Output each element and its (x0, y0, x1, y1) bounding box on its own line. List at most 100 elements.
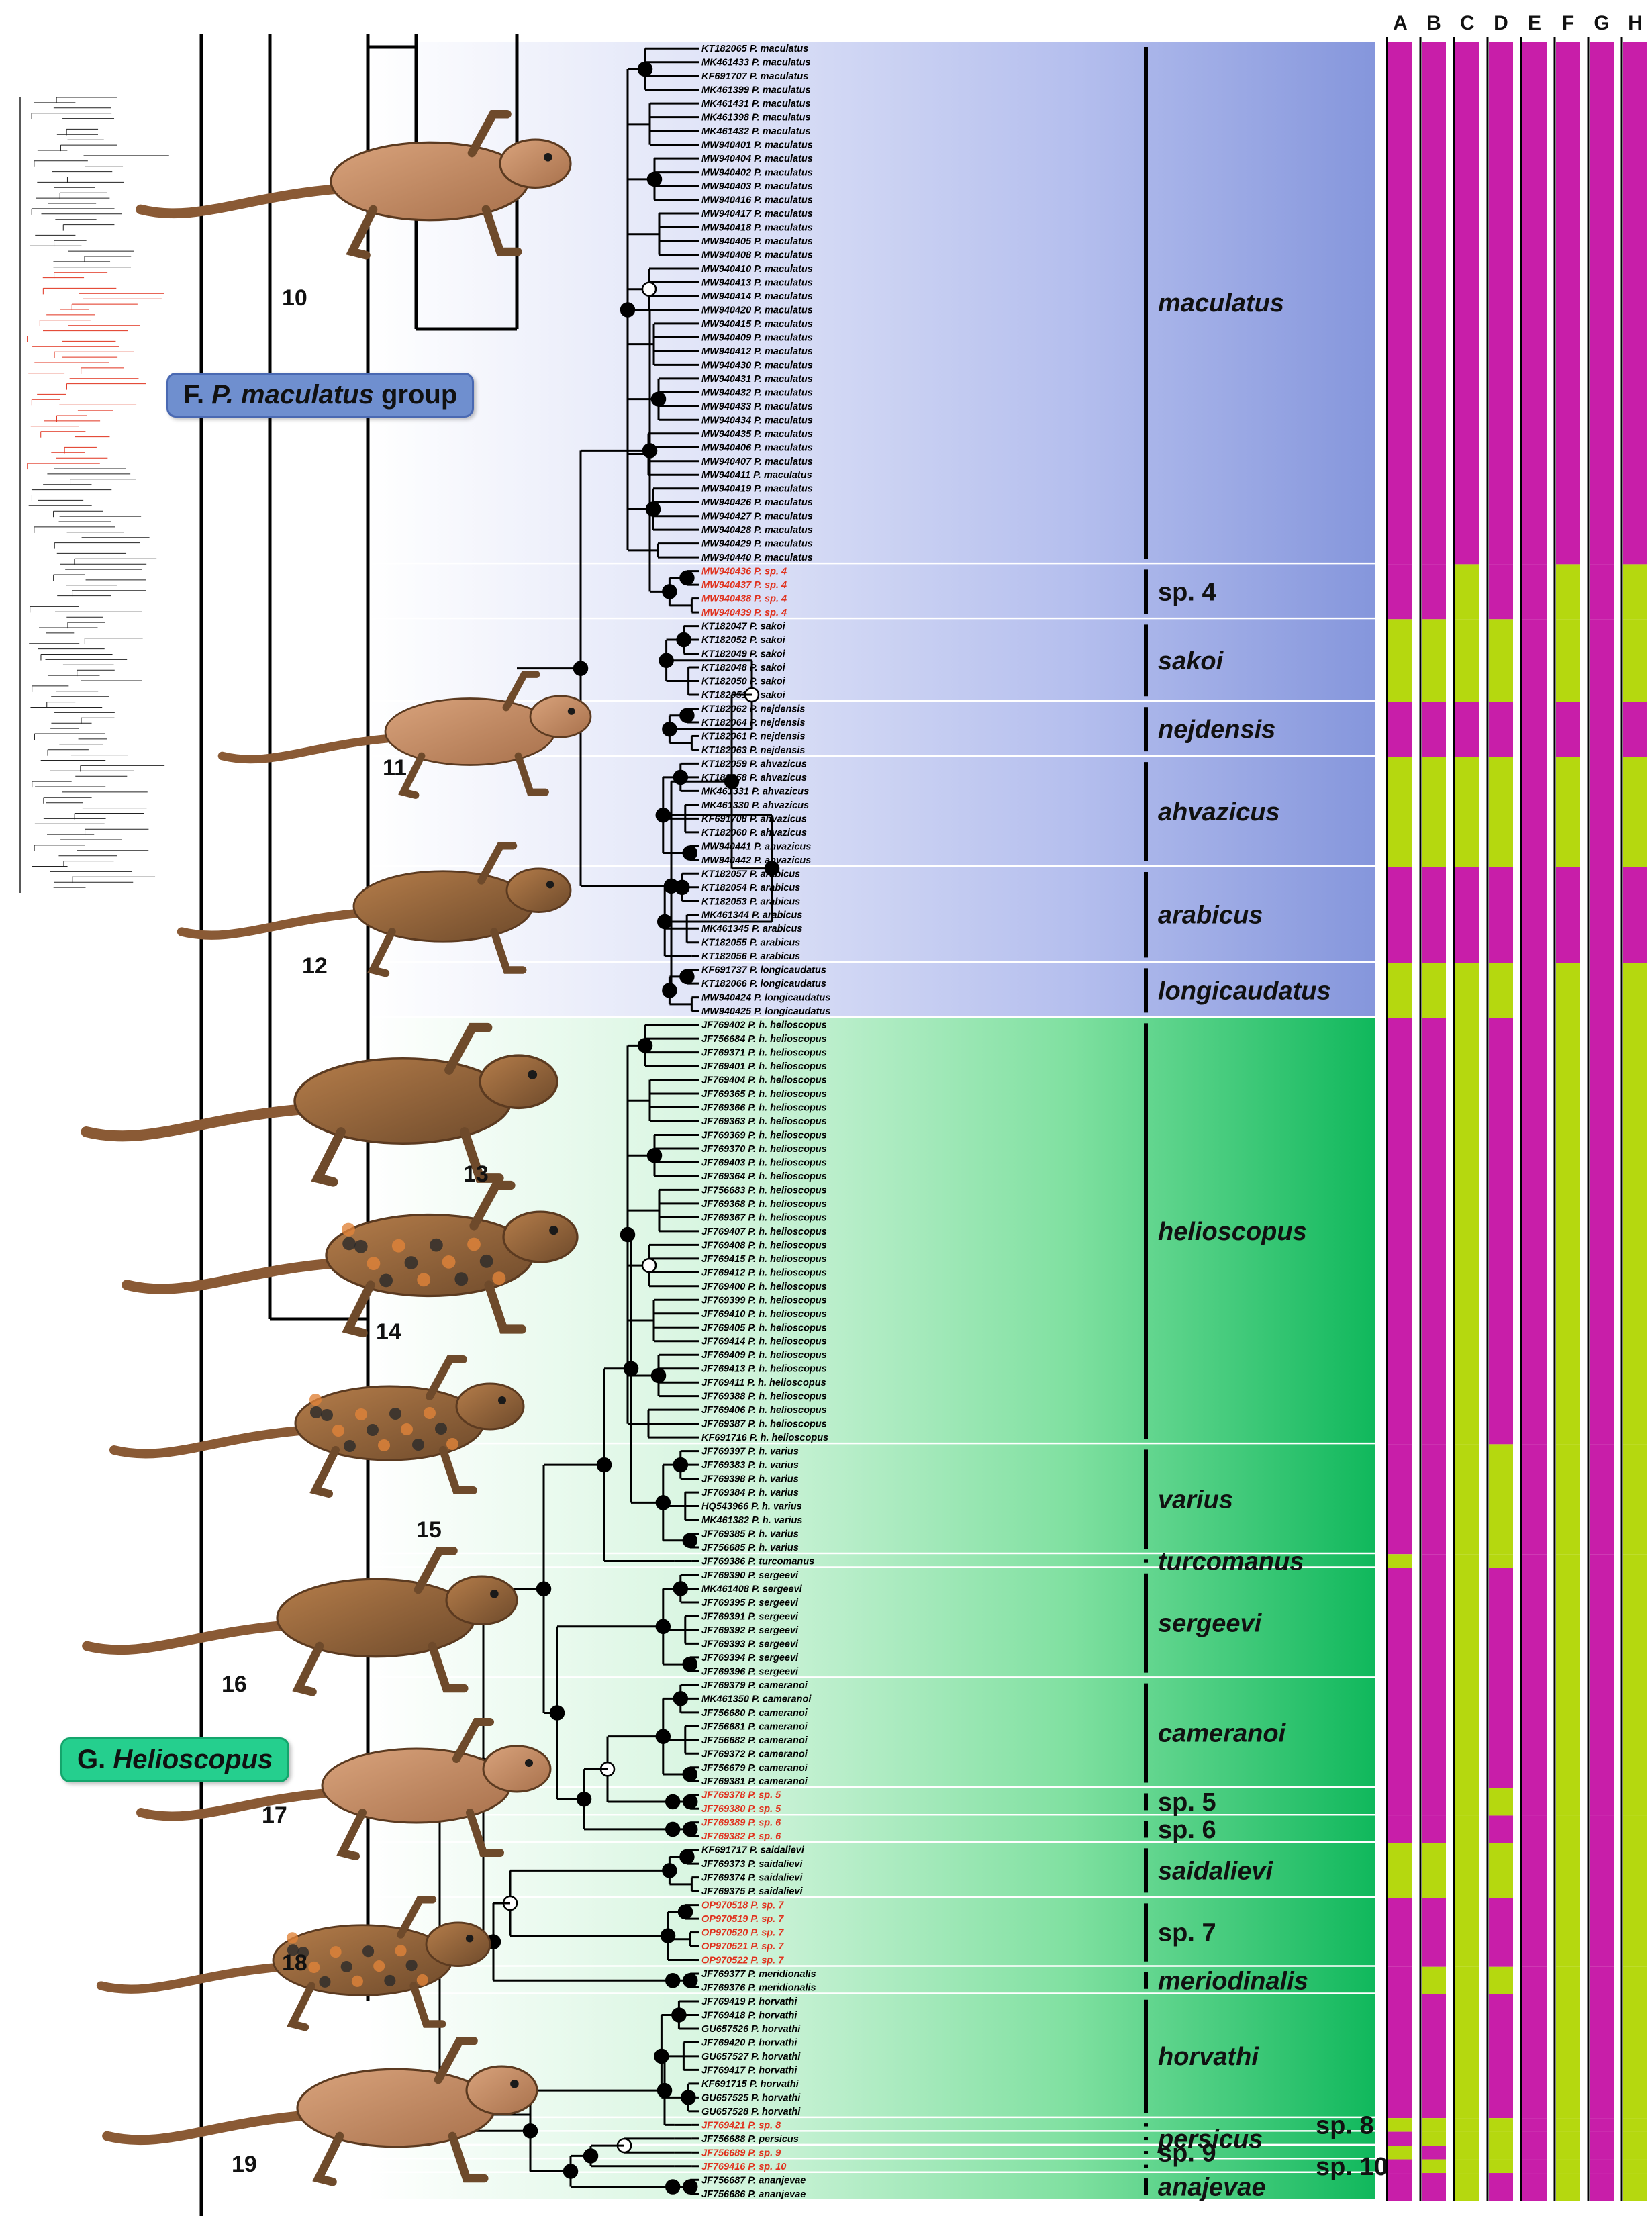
clade-label: sp. 6 (1158, 1816, 1216, 1844)
trait-cell-E-2 (1522, 619, 1547, 702)
tip-label: MW940410 P. maculatus (701, 264, 813, 275)
tip-label: MW940419 P. maculatus (701, 484, 813, 495)
band-15 (368, 1898, 1375, 1967)
lizard-leg (439, 1446, 477, 1494)
lizard-spot (362, 1945, 375, 1958)
tip-label: OP970522 P. sp. 7 (701, 1956, 784, 1966)
clade-label: anajevae (1158, 2174, 1266, 2202)
tip-label: MW940437 P. sp. 4 (701, 580, 787, 591)
tip-label: MW940438 P. sp. 4 (701, 594, 787, 605)
tip-label: MW940416 P. maculatus (701, 195, 813, 206)
lizard-eye (465, 1935, 474, 1943)
trait-cell-A-8 (1388, 1444, 1412, 1555)
clade-label: ahvazicus (1158, 798, 1280, 826)
tip-label: KF691716 P. h. helioscopus (701, 1433, 828, 1443)
trait-cell-B-14 (1422, 1843, 1446, 1898)
band-1 (368, 564, 1375, 620)
node-support (679, 969, 695, 985)
lizard-leg (397, 1896, 437, 1939)
tip-label: JF769385 P. h. varius (701, 1529, 799, 1540)
tip-label: GU657528 P. horvathi (701, 2107, 801, 2117)
trait-cell-C-18 (1455, 2118, 1479, 2132)
trait-cell-A-12 (1388, 1788, 1412, 1816)
trait-cell-G-19 (1590, 2131, 1614, 2146)
trait-cell-H-11 (1623, 1678, 1647, 1788)
trait-cell-D-3 (1489, 702, 1513, 757)
tip-label: MW940406 P. maculatus (701, 442, 813, 453)
trait-cell-F-8 (1556, 1444, 1580, 1555)
tip-label: JF769410 P. h. helioscopus (701, 1309, 827, 1320)
tip-label: JF769370 P. h. helioscopus (701, 1144, 827, 1155)
column-header: F (1562, 12, 1574, 34)
trait-cell-E-6 (1522, 963, 1547, 1018)
trait-cell-H-5 (1623, 867, 1647, 963)
trait-cell-A-20 (1388, 2146, 1412, 2160)
lizard-spot (308, 1961, 320, 1973)
tip-label: MW940426 P. maculatus (701, 497, 813, 508)
tip-label: JF769404 P. h. helioscopus (701, 1075, 827, 1086)
group-suffix: group (381, 380, 458, 410)
node-support (681, 2090, 696, 2105)
lizard-spot (373, 1960, 385, 1972)
tip-label: JF769395 P. sergeevi (701, 1598, 799, 1608)
lizard-tail (82, 1620, 297, 1655)
tip-label: KT182054 P. arabicus (701, 883, 800, 894)
trait-cell-E-12 (1522, 1788, 1547, 1816)
tip-label: JF756687 P. ananjevae (701, 2175, 806, 2186)
tip-label: MW940412 P. maculatus (701, 346, 813, 357)
trait-cell-H-22 (1623, 2173, 1647, 2201)
lizard-photo (136, 1718, 552, 1860)
tip-label: MW940402 P. maculatus (701, 168, 813, 179)
lizard-spot (442, 1255, 456, 1269)
trait-cell-G-14 (1590, 1843, 1614, 1898)
lizard-leg (312, 2131, 344, 2186)
column-header: C (1460, 12, 1475, 34)
band-12 (368, 1788, 1375, 1816)
tip-label: KF691737 P. longicaudatus (701, 965, 826, 976)
lizard-spot (342, 1237, 356, 1251)
tip-label: MW940430 P. maculatus (701, 360, 813, 371)
tip-label: JF769400 P. h. helioscopus (701, 1282, 827, 1292)
lizard-leg (414, 1546, 458, 1594)
lizard-spot (330, 1946, 342, 1958)
trait-cell-D-5 (1489, 867, 1513, 963)
trait-cell-B-9 (1422, 1554, 1446, 1568)
tip-label: JF756686 P. ananjevae (701, 2189, 806, 2200)
clade-label: nejdensis (1158, 716, 1275, 744)
trait-cell-F-21 (1556, 2159, 1580, 2174)
lizard-tail (136, 183, 350, 219)
lizard-photo (136, 109, 572, 260)
trait-cell-H-20 (1623, 2146, 1647, 2160)
trait-cell-B-18 (1422, 2118, 1446, 2132)
tip-label: JF769413 P. h. helioscopus (701, 1364, 827, 1375)
tip-label: MW940420 P. maculatus (701, 305, 813, 316)
lizard-leg (409, 1982, 446, 2028)
clade-label: sakoi (1158, 647, 1224, 675)
trait-cell-A-17 (1388, 1994, 1412, 2119)
tip-label: KT182066 P. longicaudatus (701, 979, 826, 990)
tip-label: MW940418 P. maculatus (701, 223, 813, 234)
trait-cell-E-15 (1522, 1898, 1547, 1967)
trait-cell-F-10 (1556, 1568, 1580, 1678)
trait-cell-G-18 (1590, 2118, 1614, 2132)
lizard-eye (510, 2080, 519, 2088)
node-support (682, 845, 698, 861)
node-support (679, 708, 695, 723)
trait-cell-A-9 (1388, 1554, 1412, 1568)
node-support (682, 1766, 698, 1782)
lizard-tail (96, 1962, 291, 1994)
trait-cell-G-2 (1590, 619, 1614, 702)
tip-label: KT182062 P. nejdensis (701, 704, 806, 714)
group-prefix: F. (183, 380, 205, 410)
tip-label: KT182057 P. arabicus (701, 869, 800, 879)
tip-label: JF769372 P. cameranoi (701, 1749, 808, 1760)
lizard-tail (136, 1788, 340, 1821)
group-label-p-maculatus: F. P. maculatus group (166, 373, 475, 418)
trait-cell-B-16 (1422, 1966, 1446, 1994)
trait-cell-H-3 (1623, 702, 1647, 757)
tip-label: MW940431 P. maculatus (701, 374, 813, 385)
tip-label: MK461398 P. maculatus (701, 113, 811, 124)
trait-cell-G-5 (1590, 867, 1614, 963)
clade-label: arabicus (1158, 902, 1263, 930)
band-4 (368, 757, 1375, 867)
